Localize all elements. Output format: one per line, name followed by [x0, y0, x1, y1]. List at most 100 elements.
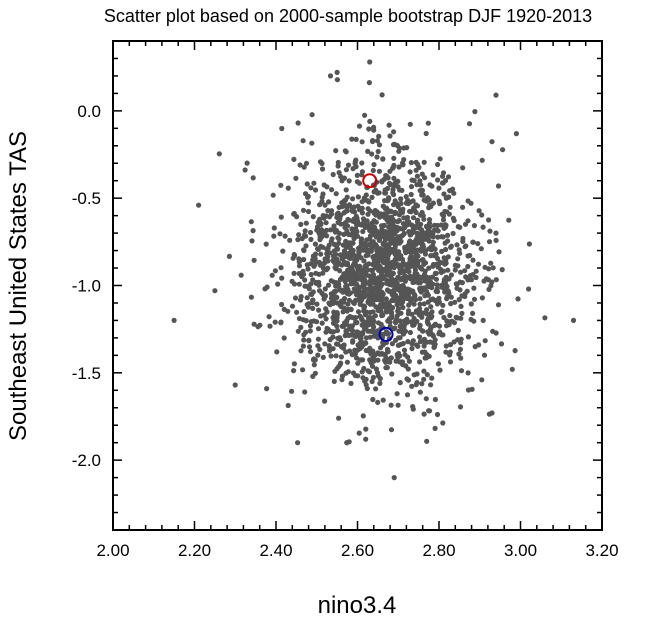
data-point: [374, 288, 381, 294]
data-point: [302, 191, 309, 197]
data-point: [465, 370, 471, 376]
data-point: [349, 327, 355, 333]
data-point: [407, 121, 413, 127]
data-point: [315, 224, 321, 230]
data-point: [413, 263, 419, 269]
data-point: [374, 138, 380, 144]
data-point: [423, 355, 429, 361]
data-point: [468, 277, 474, 283]
data-point: [499, 267, 505, 273]
data-point: [437, 367, 443, 373]
data-point: [409, 383, 415, 389]
y-tick-label: -1.5: [72, 364, 101, 383]
data-point: [481, 352, 488, 358]
data-point: [338, 344, 344, 350]
data-point: [279, 125, 285, 132]
data-point: [418, 182, 424, 188]
data-point: [353, 164, 359, 170]
data-point: [300, 138, 306, 144]
data-point: [350, 205, 356, 212]
data-point: [325, 245, 331, 251]
data-point: [337, 335, 343, 341]
data-point: [371, 261, 377, 267]
data-point: [455, 327, 461, 334]
data-point: [362, 224, 368, 230]
data-point: [388, 427, 395, 433]
data-point: [345, 271, 351, 277]
data-point: [430, 281, 436, 287]
data-point: [369, 227, 375, 234]
data-point: [417, 178, 423, 184]
x-tick-label: 2.00: [96, 541, 129, 560]
data-point: [306, 338, 312, 344]
data-point: [424, 438, 430, 444]
data-point: [463, 243, 469, 249]
data-point: [291, 368, 297, 374]
data-point: [386, 302, 393, 308]
data-point: [436, 331, 442, 337]
data-point: [323, 213, 329, 219]
data-point: [388, 402, 394, 408]
data-point: [383, 355, 389, 361]
data-point: [291, 156, 297, 162]
data-point: [367, 247, 373, 253]
data-point: [363, 309, 369, 315]
data-point: [496, 249, 502, 255]
data-point: [409, 345, 415, 352]
data-point: [401, 275, 407, 281]
data-point: [398, 310, 404, 316]
data-point: [302, 389, 308, 395]
data-point: [389, 341, 395, 347]
data-point: [328, 208, 335, 214]
data-point: [314, 301, 320, 307]
data-point: [301, 164, 307, 170]
data-point: [281, 335, 287, 341]
data-point: [346, 231, 352, 238]
data-point: [337, 302, 343, 308]
data-point: [366, 80, 372, 86]
data-point: [363, 426, 369, 432]
data-point: [376, 292, 382, 298]
data-point: [493, 230, 499, 236]
data-point: [334, 211, 340, 217]
data-point: [395, 262, 401, 268]
data-point: [423, 288, 430, 294]
data-point: [440, 217, 447, 223]
data-point: [326, 199, 332, 205]
data-point: [308, 185, 314, 191]
data-point: [445, 232, 451, 238]
x-tick-label: 2.80: [422, 541, 455, 560]
data-point: [421, 376, 427, 382]
data-point: [457, 224, 463, 230]
data-point: [400, 286, 406, 292]
data-point: [266, 314, 272, 320]
data-point: [395, 225, 401, 231]
data-point: [391, 129, 397, 135]
data-point: [337, 276, 343, 283]
data-point: [428, 297, 434, 303]
data-point: [301, 247, 307, 254]
data-point: [396, 217, 402, 224]
data-point: [330, 258, 336, 264]
data-point: [242, 167, 248, 173]
data-point: [248, 294, 254, 300]
data-point: [302, 228, 308, 234]
data-point: [310, 297, 316, 303]
data-point: [324, 184, 330, 190]
data-point: [430, 200, 436, 206]
data-point: [344, 289, 350, 295]
data-point: [447, 349, 453, 355]
data-point: [329, 187, 335, 193]
data-point: [319, 228, 325, 234]
data-point: [304, 295, 310, 301]
data-point: [408, 160, 414, 166]
data-point: [328, 353, 334, 359]
data-point: [387, 237, 393, 243]
data-point: [319, 198, 325, 205]
data-point: [438, 309, 444, 315]
data-point: [377, 380, 383, 386]
data-point: [455, 337, 461, 343]
data-point: [355, 245, 362, 251]
data-point: [386, 288, 392, 294]
data-point: [363, 192, 369, 198]
